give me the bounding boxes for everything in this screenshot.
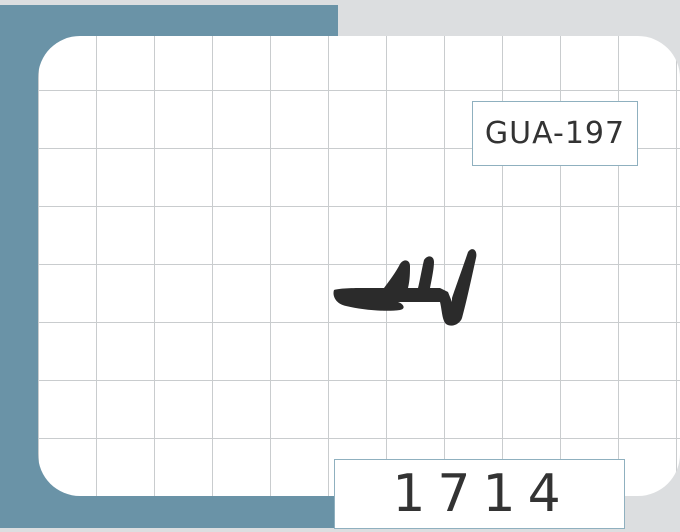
- product-code-label: GUA-197: [472, 101, 638, 166]
- seal-profile-drawing: [333, 249, 477, 326]
- product-number-text: 1714: [392, 464, 573, 524]
- product-number-label: 1714: [334, 459, 625, 529]
- seal-profile-shape: [333, 249, 477, 326]
- product-code-text: GUA-197: [484, 116, 626, 151]
